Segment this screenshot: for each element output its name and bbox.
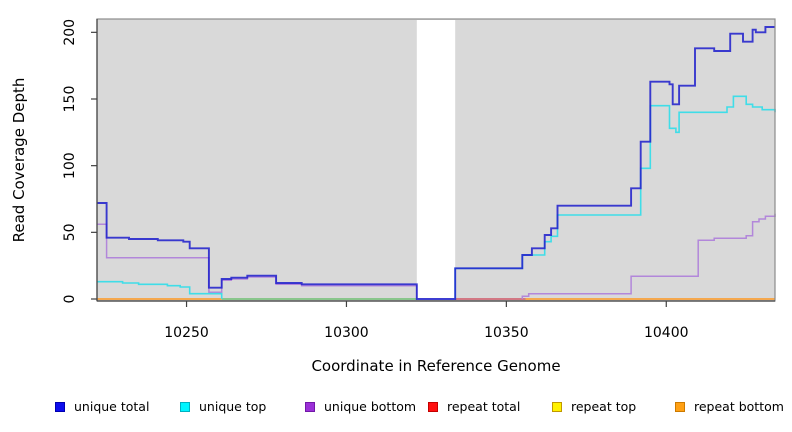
y-tick-label: 0 [62,295,78,304]
y-tick-label: 50 [62,223,78,241]
x-tick-label: 10350 [484,325,529,341]
y-tick-label: 200 [62,19,78,46]
x-tick-label: 10400 [644,325,689,341]
series-unique-total [97,26,775,300]
x-tick-label: 10300 [324,325,369,341]
series-unique-bottom [521,213,776,299]
x-tick-label: 10250 [164,325,209,341]
series-unique-top [97,280,223,299]
y-tick-label: 150 [62,86,78,113]
gap-band [416,20,456,300]
y-axis-title: Read Coverage Depth [10,78,28,243]
series-unique-top [454,95,776,299]
x-axis-title: Coordinate in Reference Genome [311,357,560,375]
y-tick-label: 100 [62,152,78,179]
